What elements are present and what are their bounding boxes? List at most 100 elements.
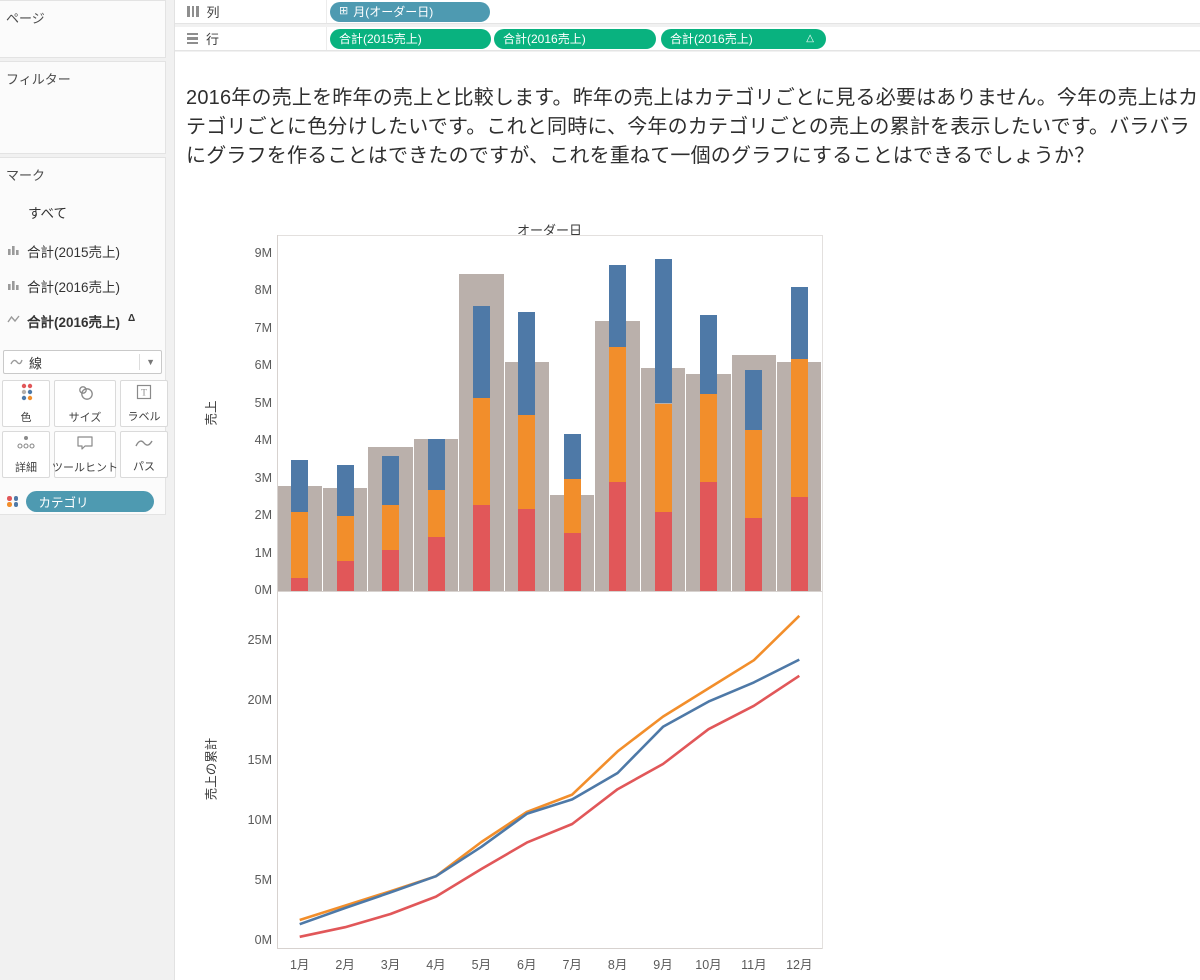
- chart-title: オーダー日: [516, 223, 582, 238]
- filters-label: フィルター: [6, 72, 71, 87]
- bar-segment-2016-category-blue[interactable]: [336, 465, 354, 516]
- tooltip-icon: [76, 435, 94, 456]
- bar-segment-2016-category-orange[interactable]: [427, 489, 445, 537]
- pane-border-bottom: [277, 948, 822, 949]
- pill-sum-2016-sales[interactable]: 合計(2016売上): [494, 28, 656, 49]
- y-tick-label: 4M: [254, 433, 272, 447]
- bar-segment-2016-category-blue[interactable]: [382, 456, 399, 505]
- detail-icon: [17, 435, 35, 456]
- chevron-down-icon: ▼: [139, 354, 155, 370]
- bar-segment-2016-category-red[interactable]: [745, 517, 763, 591]
- path-icon: [135, 436, 153, 455]
- path-button[interactable]: パス: [120, 431, 168, 478]
- tooltip-button[interactable]: ツールヒント: [52, 431, 118, 478]
- bar-segment-2016-category-blue[interactable]: [745, 369, 763, 430]
- bar-segment-2016-category-orange[interactable]: [609, 347, 627, 483]
- label-button[interactable]: T ラベル: [120, 380, 168, 427]
- bar-segment-2016-category-red[interactable]: [382, 549, 399, 592]
- label-button-label: ラベル: [127, 410, 161, 423]
- color-button[interactable]: 色: [2, 380, 50, 427]
- y-tick-label: 25M: [247, 633, 272, 647]
- tableau-viz: オーダー日 売上 売上の累計 0M 1M 2M 3M 4M 5M 6M 7M 8M 9M 0M 5M 1…: [180, 218, 885, 980]
- bar-segment-2016-category-red[interactable]: [336, 561, 354, 591]
- y-tick-label: 3M: [254, 470, 272, 485]
- bar-segment-2016-category-blue[interactable]: [291, 459, 309, 513]
- bar-segment-2016-category-orange[interactable]: [382, 504, 399, 550]
- pages-shelf[interactable]: ページ: [0, 0, 166, 58]
- y-tick-label: 2M: [254, 508, 272, 522]
- cumulative-line-chart: [299, 614, 801, 939]
- y-tick-label: 5M: [254, 395, 272, 410]
- marks-item-label: 合計(2016売上): [27, 280, 121, 295]
- marks-item-2016-delta[interactable]: 合計(2016売上) Δ: [0, 304, 165, 338]
- line-cumulative-category-red[interactable]: [299, 674, 801, 939]
- detail-button[interactable]: 詳細: [2, 431, 50, 478]
- bar-segment-2016-category-orange[interactable]: [518, 414, 536, 509]
- marks-item-2015[interactable]: 合計(2015売上): [0, 234, 165, 268]
- line-cumulative-category-orange[interactable]: [299, 614, 801, 922]
- pill-sum-2016-sales-delta[interactable]: 合計(2016売上) △: [661, 28, 826, 49]
- category-pill[interactable]: カテゴリ: [25, 491, 154, 512]
- columns-icon: [187, 6, 199, 17]
- bar-segment-2016-category-orange[interactable]: [563, 478, 581, 533]
- bar-segment-2016-category-blue[interactable]: [518, 311, 536, 415]
- marks-card: マーク すべて 合計(2015売上) 合計(2016売上) 合計(2016売上)…: [0, 157, 168, 515]
- marks-label: マーク: [6, 168, 46, 183]
- size-button[interactable]: サイズ: [54, 380, 116, 427]
- bar-segment-2016-category-blue[interactable]: [563, 433, 581, 479]
- plus-box-icon: ⊞: [339, 5, 349, 17]
- bar-segment-2016-category-blue[interactable]: [654, 259, 672, 404]
- columns-shelf[interactable]: 列 ⊞ 月(オーダー日): [175, 0, 1200, 24]
- delta-icon: △: [806, 33, 814, 44]
- path-button-label: パス: [133, 460, 155, 473]
- x-tick-label: 4月: [426, 958, 446, 972]
- bar-segment-2016-category-blue[interactable]: [790, 287, 808, 359]
- marks-item-label: 合計(2016売上): [27, 315, 121, 330]
- marks-item-all[interactable]: すべて: [28, 206, 68, 221]
- x-tick-label: 3月: [380, 958, 401, 972]
- bar-segment-2016-category-red[interactable]: [518, 508, 536, 591]
- filters-shelf[interactable]: フィルター: [0, 61, 166, 154]
- bar-segment-2016-category-orange[interactable]: [291, 512, 309, 578]
- line-cumulative-category-blue[interactable]: [299, 658, 800, 926]
- pane-border-middle: [277, 591, 822, 592]
- pill-month-order-date[interactable]: ⊞ 月(オーダー日): [330, 1, 490, 22]
- bar-segment-2016-category-red[interactable]: [427, 536, 445, 591]
- bar-segment-2016-category-blue[interactable]: [472, 306, 490, 398]
- bar-segment-2016-category-red[interactable]: [654, 512, 672, 592]
- bar-segment-2016-category-orange[interactable]: [336, 516, 354, 561]
- tooltip-button-label: ツールヒント: [52, 461, 118, 474]
- bar-segment-2016-category-blue[interactable]: [700, 315, 717, 395]
- shelves-header: 列 ⊞ 月(オーダー日) 行 合計(2015売上) 合計(2016売上): [175, 0, 1200, 52]
- x-tick-label: 1月: [289, 958, 310, 972]
- bar-segment-2016-category-orange[interactable]: [745, 429, 763, 518]
- bar-segment-2016-category-red[interactable]: [472, 504, 490, 592]
- bar-segment-2016-category-orange[interactable]: [654, 403, 672, 513]
- bar-segment-2016-category-red[interactable]: [609, 482, 627, 592]
- marks-item-2016[interactable]: 合計(2016売上): [0, 269, 165, 303]
- bar-segment-2016-category-orange[interactable]: [700, 394, 717, 483]
- y-tick-label: 9M: [254, 245, 272, 260]
- bar-segment-2016-category-orange[interactable]: [472, 397, 490, 505]
- main-content: 列 ⊞ 月(オーダー日) 行 合計(2015売上) 合計(2016売上): [175, 0, 1200, 980]
- pages-label: ページ: [6, 11, 45, 26]
- y-tick-label: 8M: [254, 283, 272, 297]
- x-tick-label: 10月: [695, 958, 722, 972]
- x-tick-label: 9月: [653, 958, 673, 972]
- mark-buttons: 色 サイズ T ラベル 詳細: [2, 380, 168, 478]
- y-axis-title-sales: 売上: [204, 400, 219, 426]
- bar-segment-2016-category-red[interactable]: [563, 532, 581, 591]
- bar-segment-2016-category-blue[interactable]: [609, 264, 627, 348]
- columns-shelf-label: 列: [175, 0, 327, 23]
- mark-type-dropdown[interactable]: 線 ▼: [3, 350, 162, 374]
- svg-text:T: T: [141, 388, 147, 398]
- bar-segment-2016-category-red[interactable]: [291, 577, 309, 591]
- bar-segment-2016-category-orange[interactable]: [790, 358, 808, 498]
- bar-segment-2016-category-red[interactable]: [700, 482, 717, 592]
- rows-shelf[interactable]: 行 合計(2015売上) 合計(2016売上) 合計(2016売上) △: [175, 27, 1200, 51]
- pill-sum-2015-sales[interactable]: 合計(2015売上): [330, 28, 491, 49]
- bar-segment-2016-category-red[interactable]: [790, 497, 808, 592]
- bar-segment-2016-category-blue[interactable]: [427, 439, 445, 490]
- y-tick-label: 10M: [247, 813, 272, 827]
- y-tick-label: 1M: [254, 545, 272, 560]
